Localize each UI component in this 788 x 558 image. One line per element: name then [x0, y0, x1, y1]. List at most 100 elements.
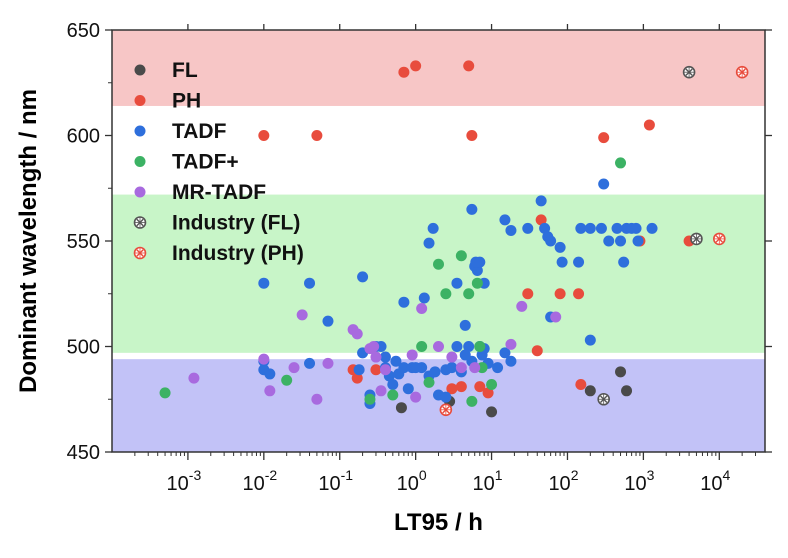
x-tick-label: 103	[624, 467, 654, 495]
data-point	[522, 288, 534, 300]
legend-label: TADF+	[172, 151, 239, 174]
legend-label: MR-TADF	[172, 181, 266, 204]
data-point	[486, 406, 498, 418]
data-point	[466, 130, 478, 141]
x-tick-label: 10-2	[242, 467, 277, 495]
legend-item: TADF	[134, 120, 227, 143]
data-point	[398, 296, 410, 308]
data-point	[584, 334, 596, 346]
data-point	[390, 355, 402, 367]
data-point	[370, 351, 382, 363]
data-point	[712, 232, 726, 246]
data-point	[264, 385, 276, 397]
data-point	[539, 222, 551, 234]
data-point	[188, 372, 200, 384]
data-point	[311, 393, 323, 405]
data-point	[357, 271, 369, 283]
legend-item: FL	[134, 59, 198, 82]
x-axis-title: LT95 / h	[394, 509, 483, 536]
data-point	[474, 381, 486, 393]
data-point	[423, 376, 435, 388]
data-point	[416, 303, 428, 315]
data-point	[584, 385, 596, 397]
data-point	[463, 288, 475, 300]
data-point	[433, 341, 444, 352]
data-point	[455, 381, 467, 393]
data-point	[368, 341, 380, 352]
data-point	[446, 383, 458, 395]
data-point	[304, 357, 316, 369]
x-tick-label: 101	[473, 467, 503, 495]
data-point	[643, 119, 655, 131]
legend-label: TADF	[172, 120, 227, 143]
legend-marker	[134, 156, 146, 167]
data-point	[466, 395, 478, 407]
series-tadf-	[159, 157, 627, 407]
data-point	[387, 389, 399, 401]
data-point	[482, 387, 494, 399]
legend: FL PH TADF TADF+ MR-TADF Industry (FL) Industr…	[133, 59, 304, 265]
legend-marker	[134, 95, 146, 106]
x-tick-label: 10-3	[167, 467, 202, 495]
data-point	[311, 130, 323, 141]
data-point	[545, 235, 557, 247]
data-point	[621, 385, 633, 397]
data-point	[410, 60, 422, 72]
data-point	[322, 315, 334, 327]
data-point	[446, 351, 458, 363]
data-point	[575, 222, 587, 234]
data-point	[584, 222, 596, 234]
legend-marker	[134, 186, 146, 198]
data-point	[427, 222, 439, 234]
legend-label: FL	[172, 59, 198, 82]
data-point	[395, 402, 407, 414]
data-point	[598, 178, 610, 190]
data-point	[364, 393, 376, 405]
data-point	[603, 235, 615, 247]
data-point	[451, 277, 463, 289]
x-tick-label: 104	[700, 467, 730, 495]
data-point	[288, 362, 300, 374]
series-industry-fl-	[597, 65, 703, 406]
legend-item: Industry (FL)	[133, 212, 300, 235]
legend-label: PH	[172, 90, 201, 113]
data-point	[505, 224, 517, 236]
data-point	[611, 222, 623, 234]
data-point	[466, 203, 478, 215]
data-point	[353, 364, 365, 376]
legend-item: Industry (PH)	[133, 242, 304, 265]
data-point	[554, 288, 566, 300]
axis-ticks: 450 500 550 600 650 10-3 10-2 10-1 100 101 102 103 1…	[67, 20, 772, 495]
data-point	[618, 256, 630, 268]
data-point	[735, 65, 749, 79]
data-point	[410, 391, 422, 403]
data-point	[469, 362, 481, 374]
data-point	[505, 355, 517, 367]
data-point	[296, 309, 308, 321]
data-point	[615, 235, 627, 247]
series-industry-ph-	[439, 65, 749, 417]
data-point	[573, 288, 585, 300]
legend-marker	[133, 246, 147, 260]
data-point	[304, 277, 316, 289]
data-point	[258, 353, 270, 365]
data-point	[379, 351, 391, 363]
series-fl	[395, 366, 633, 418]
legend-item: TADF+	[134, 151, 239, 174]
data-point	[682, 65, 696, 79]
data-point	[418, 292, 430, 304]
data-point	[463, 60, 475, 72]
data-point	[439, 403, 453, 417]
data-point	[550, 311, 562, 323]
data-point	[264, 368, 276, 380]
data-point	[690, 232, 703, 246]
data-point	[471, 277, 483, 289]
data-point	[535, 214, 547, 226]
data-points	[159, 60, 749, 418]
data-point	[646, 222, 658, 234]
data-point	[440, 391, 452, 403]
data-point	[531, 345, 543, 357]
y-tick-label: 450	[67, 442, 100, 464]
green-band	[112, 194, 765, 353]
